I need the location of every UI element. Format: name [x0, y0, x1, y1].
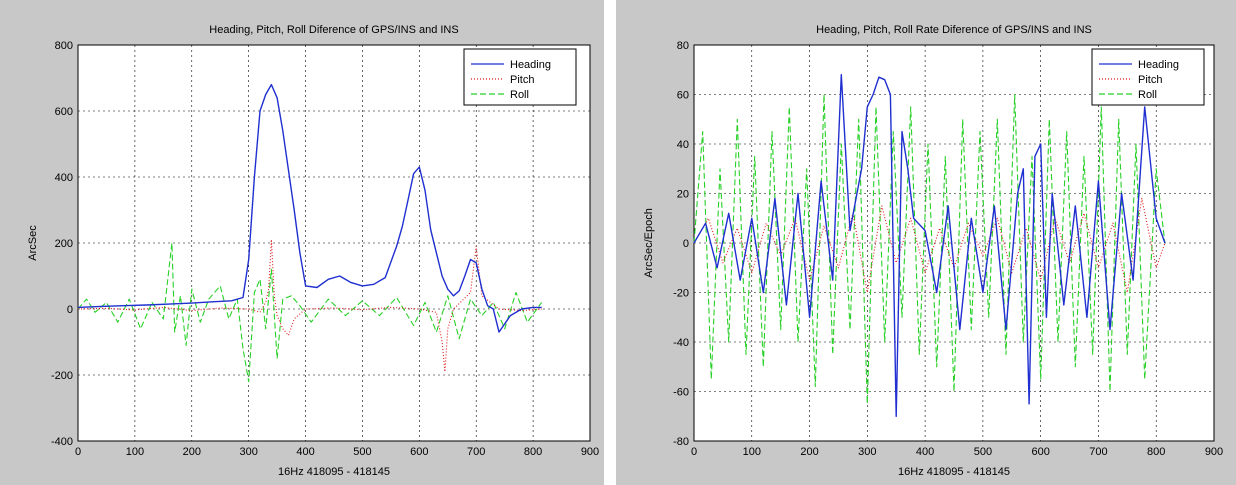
y-tick-label: -60 — [673, 387, 689, 399]
y-tick-label: 40 — [677, 139, 689, 151]
legend-label-heading: Heading — [510, 59, 551, 71]
series-line-roll — [693, 93, 1166, 405]
series-group — [693, 73, 1166, 417]
chart-title: Heading, Pitch, Roll Rate Diference of G… — [816, 24, 1092, 36]
series-line-pitch — [693, 197, 1166, 294]
y-tick-label: 400 — [55, 172, 73, 184]
legend: Heading Pitch Roll — [1091, 48, 1205, 106]
y-tick-label: -20 — [673, 288, 689, 300]
y-tick-label: -40 — [673, 337, 689, 349]
x-tick-label: 700 — [1089, 446, 1107, 458]
legend-label-roll: Roll — [1138, 89, 1157, 101]
legend-label-pitch: Pitch — [1138, 74, 1162, 86]
legend-label-roll: Roll — [510, 89, 529, 101]
legend-box — [463, 48, 577, 106]
x-tick-label: 800 — [524, 446, 542, 458]
x-tick-label: 300 — [858, 446, 876, 458]
legend-label-heading: Heading — [1138, 59, 1179, 71]
y-tick-label: 600 — [55, 106, 73, 118]
series-line-heading — [77, 83, 542, 333]
y-tick-label: -200 — [51, 370, 73, 382]
x-tick-label: 600 — [410, 446, 428, 458]
series-line-heading — [693, 73, 1166, 417]
x-tick-label: 0 — [691, 446, 697, 458]
legend-box — [1091, 48, 1205, 106]
y-axis-label: ArcSec — [27, 225, 39, 261]
x-tick-label: 400 — [296, 446, 314, 458]
x-tick-label: 500 — [353, 446, 371, 458]
x-tick-label: 600 — [1031, 446, 1049, 458]
y-tick-label: 0 — [683, 238, 689, 250]
x-tick-label: 0 — [75, 446, 81, 458]
chart-right: 0 100 200 300 400 500 600 700 800 900-80-60-40-20… — [643, 24, 1223, 478]
x-tick-label: 400 — [916, 446, 934, 458]
x-tick-label: 200 — [183, 446, 201, 458]
x-tick-label: 100 — [743, 446, 761, 458]
x-tick-label: 900 — [1205, 446, 1223, 458]
x-tick-label: 500 — [974, 446, 992, 458]
y-tick-label: 200 — [55, 238, 73, 250]
series-line-roll — [77, 242, 543, 383]
x-tick-label: 100 — [126, 446, 144, 458]
x-tick-label: 900 — [581, 446, 599, 458]
legend-label-pitch: Pitch — [510, 74, 534, 86]
legend: Heading Pitch Roll — [463, 48, 577, 106]
x-tick-label: 300 — [239, 446, 257, 458]
y-tick-label: 20 — [677, 189, 689, 201]
x-axis-label: 16Hz 418095 - 418145 — [278, 466, 390, 478]
y-tick-label: 0 — [67, 304, 73, 316]
chart-panel-left: 0 100 200 300 400 500 600 700 800 900 -400 -200 0 200… — [0, 0, 604, 485]
series-line-pitch — [77, 239, 542, 373]
y-tick-label: 800 — [55, 40, 73, 52]
tick-labels: 0 100 200 300 400 500 600 700 800 900 -400 -200 0 200… — [51, 40, 599, 458]
series-group — [77, 83, 543, 383]
y-tick-label: 80 — [677, 40, 689, 52]
grid — [694, 45, 1214, 441]
y-tick-label: 60 — [677, 90, 689, 102]
x-tick-label: 700 — [467, 446, 485, 458]
x-tick-label: 800 — [1147, 446, 1165, 458]
chart-panel-right: 0 100 200 300 400 500 600 700 800 900 -80 -60 -40 -20… — [616, 0, 1236, 485]
y-tick-label: -400 — [51, 436, 73, 448]
chart-title: Heading, Pitch, Roll Diference of GPS/IN… — [209, 24, 458, 36]
y-tick-label: -80 — [673, 436, 689, 448]
x-axis-label: 16Hz 418095 - 418145 — [898, 466, 1010, 478]
chart-left: 0 100 200 300 400 500 600 700 800 900 -400 -200 0 200… — [27, 24, 599, 478]
x-tick-label: 200 — [800, 446, 818, 458]
grid — [78, 45, 590, 441]
y-axis-label: ArcSec/Epoch — [643, 208, 655, 278]
tick-labels: 0 100 200 300 400 500 600 700 800 900-80-60-40-20… — [673, 40, 1223, 458]
